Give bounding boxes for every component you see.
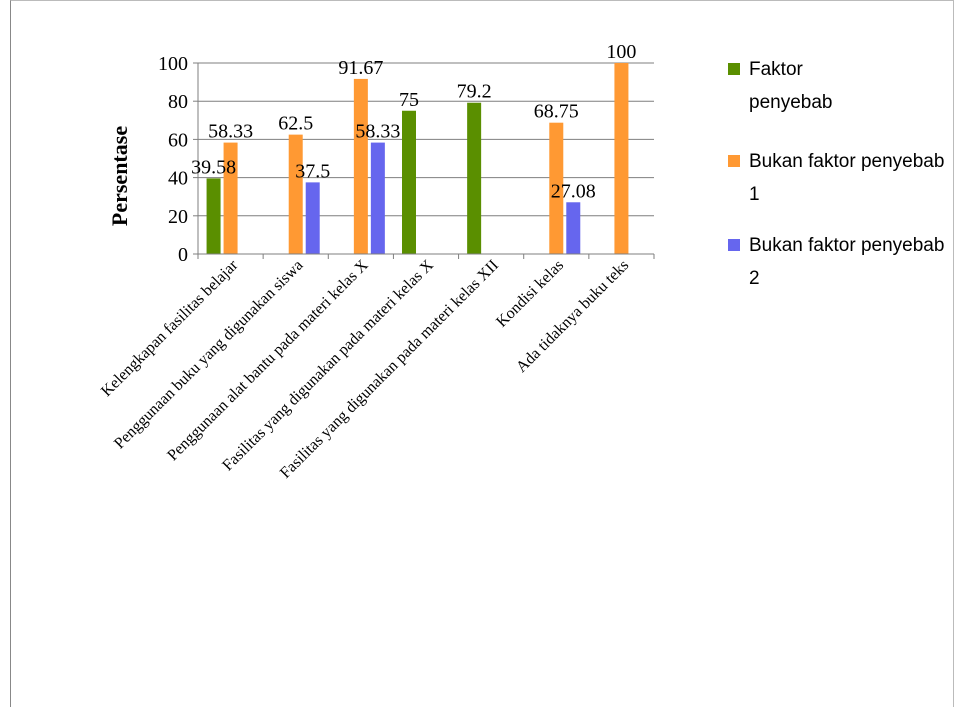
bar: [614, 63, 629, 254]
bar: [402, 110, 416, 254]
bars: [206, 63, 629, 254]
y-tick-label: 100: [158, 53, 188, 75]
data-label: 68.75: [534, 101, 579, 123]
bar: [223, 142, 238, 254]
bar: [288, 134, 303, 254]
y-tick-label: 0: [178, 244, 188, 266]
legend-label: Bukan faktor penyebab 2: [749, 235, 944, 289]
legend-swatch: [728, 239, 740, 251]
legend-swatch: [728, 63, 740, 75]
y-axis-label: Persentase: [107, 126, 132, 226]
axes: [193, 62, 655, 259]
y-tick-label: 80: [168, 91, 188, 113]
data-label: 100: [606, 41, 636, 63]
data-label: 62.5: [278, 113, 313, 135]
data-label: 37.5: [295, 160, 330, 182]
data-labels: 39.58 75 79.2 58.33 62.5 91.67 68.75 100 37.5 58.…: [191, 41, 636, 202]
bar: [305, 182, 320, 254]
data-label: 91.67: [338, 57, 383, 79]
y-tick-labels: 0 20 40 60 80 100: [158, 53, 188, 266]
x-tick-label: Ada tidaknya buku teks: [513, 257, 632, 376]
bar-chart: 0 20 40 60 80 100 Kelengkapan fasilitas belaj…: [98, 41, 944, 482]
legend: Faktor penyebab Bukan faktor penyebab 1 Buka…: [728, 59, 944, 289]
x-tick-label: Fasilitas yang digunakan pada materi kel…: [277, 257, 502, 482]
data-label: 58.33: [355, 121, 400, 143]
legend-label: Faktor penyebab: [749, 59, 832, 113]
bar: [353, 78, 368, 254]
bar: [370, 142, 385, 254]
data-label: 79.2: [457, 81, 492, 103]
y-tick-label: 40: [168, 168, 188, 190]
chart-frame: 0 20 40 60 80 100 Kelengkapan fasilitas belaj…: [10, 0, 954, 707]
x-tick-labels: Kelengkapan fasilitas belajarPenggunaan …: [98, 256, 632, 482]
legend-item: Faktor penyebab: [728, 59, 832, 113]
bar: [206, 178, 221, 254]
legend-item: Bukan faktor penyebab 2: [728, 235, 944, 289]
legend-swatch: [728, 155, 740, 167]
bar: [549, 122, 564, 254]
data-label: 58.33: [208, 121, 253, 143]
y-tick-label: 60: [168, 129, 188, 151]
x-tick-label: Kelengkapan fasilitas belajar: [98, 256, 242, 400]
data-label: 39.58: [191, 156, 236, 178]
legend-label: Bukan faktor penyebab 1: [749, 151, 944, 205]
bar: [566, 202, 581, 254]
data-label: 27.08: [551, 180, 596, 202]
bar: [467, 102, 482, 254]
data-label: 75: [399, 89, 419, 111]
y-tick-label: 20: [168, 206, 188, 228]
legend-item: Bukan faktor penyebab 1: [728, 151, 944, 205]
